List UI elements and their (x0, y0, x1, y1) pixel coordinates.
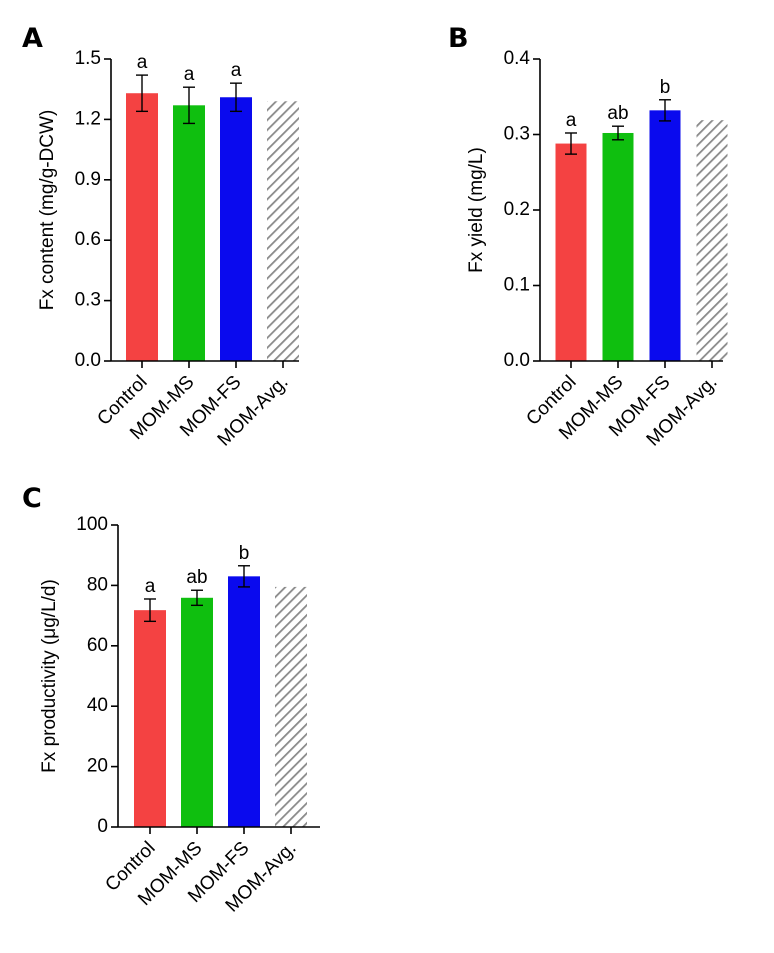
y-tick-label: 0.1 (504, 275, 530, 296)
y-tick-label: 20 (87, 756, 108, 777)
error-bar (191, 589, 203, 607)
significance-label: a (184, 64, 195, 85)
significance-label: b (660, 77, 671, 98)
y-axis-title: Fx content (mg/g-DCW) (37, 110, 58, 311)
bar-mom-avg (275, 586, 307, 827)
significance-label: b (239, 543, 250, 564)
significance-label: a (145, 576, 156, 597)
error-bar (183, 86, 195, 125)
y-tick-label: 100 (76, 514, 108, 535)
error-bar (136, 74, 148, 113)
panel-letter: C (22, 483, 42, 514)
y-tick-label: 40 (87, 695, 108, 716)
y-tick-label: 0.3 (504, 124, 530, 145)
y-axis-title: Fx yield (mg/L) (466, 147, 487, 273)
bar-mom-avg (696, 120, 728, 361)
y-tick-label: 0 (97, 816, 108, 837)
panel-letter: B (448, 23, 469, 54)
y-axis-title: Fx productivity (μg/L/d) (39, 579, 60, 773)
y-tick-label: 0.0 (75, 350, 101, 371)
y-tick-label: 60 (87, 635, 108, 656)
panel-letter: A (22, 23, 43, 54)
significance-label: ab (186, 567, 207, 588)
significance-label: a (137, 52, 148, 73)
error-bar (612, 125, 624, 141)
significance-label: a (566, 110, 577, 131)
bar-mom-ms (173, 105, 205, 361)
bar-mom-ms (181, 597, 213, 827)
bar-mom-ms (602, 132, 634, 361)
significance-label: ab (607, 103, 628, 124)
y-tick-label: 0.2 (504, 199, 530, 220)
y-tick-label: 0.9 (75, 169, 101, 190)
error-bar (659, 99, 671, 122)
error-bar (565, 132, 577, 155)
panel-c: C Fx productivity (μg/L/d) a ab b 0 20 40 60 80 10… (22, 483, 320, 916)
panel-b: BFx yield (mg/L)a abb0.00.10.20.30.4Contr… (448, 23, 728, 450)
y-tick-label: 1.5 (75, 48, 101, 69)
error-bar (230, 82, 242, 113)
error-bar (238, 565, 250, 588)
bar-mom-fs (649, 110, 681, 361)
y-tick-label: 1.2 (75, 108, 101, 129)
bar-control (126, 93, 158, 361)
bar-mom-avg (267, 101, 299, 361)
y-tick-label: 0.0 (504, 350, 530, 371)
bar-mom-fs (220, 97, 252, 362)
y-tick-label: 80 (87, 574, 108, 595)
panel-a: A Fx content (mg/g-DCW) a a a 0.0 0.3 0.6 0.9 1.2… (22, 23, 299, 450)
bar-control (555, 143, 587, 361)
y-tick-label: 0.4 (504, 48, 531, 69)
bar-mom-fs (228, 576, 260, 827)
y-tick-label: 0.6 (75, 229, 101, 250)
error-bar (144, 598, 156, 623)
significance-label: a (231, 60, 242, 81)
bar-control (134, 610, 166, 827)
y-tick-label: 0.3 (75, 290, 101, 311)
